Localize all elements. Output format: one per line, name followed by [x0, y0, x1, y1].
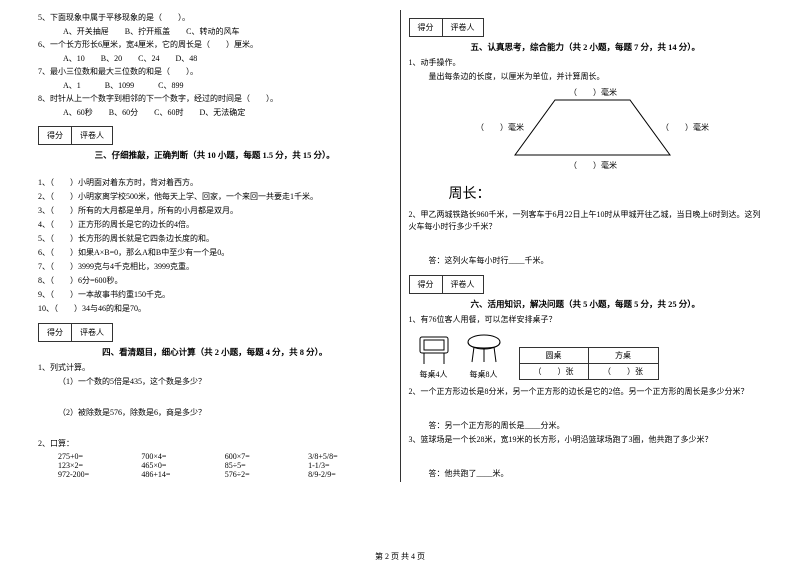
desk-table: 圆桌 方桌 （ ）张 （ ）张 [519, 347, 659, 380]
p1: 1、有76位客人用餐，可以怎样安排桌子？ [409, 314, 763, 326]
k1c: 600×7= [225, 452, 308, 461]
j4: 4、（ ）正方形的周长是它的边长的4倍。 [38, 219, 392, 231]
calc-row-1: 275+0= 700×4= 600×7= 3/8+5/8= [58, 452, 392, 461]
k3d: 8/9-2/9= [308, 470, 391, 479]
calc-row-2: 123×2= 465×0= 85÷5= 1-1/3= [58, 461, 392, 470]
score-l5: 得分 [409, 18, 443, 37]
q7-opts: A、1 B、1099 C、899 [38, 80, 392, 91]
td-round: （ ）张 [519, 364, 589, 380]
q5-opts: A、开关抽屉 B、拧开瓶盖 C、转动的风车 [38, 26, 392, 37]
j8: 8、（ ）6分=600秒。 [38, 275, 392, 287]
k1d: 3/8+5/8= [308, 452, 391, 461]
r1a: 量出每条边的长度，以厘米为单位，并计算周长。 [409, 71, 763, 83]
q7c: C、899 [158, 81, 183, 90]
q6c: C、24 [138, 54, 159, 63]
k2d: 1-1/3= [308, 461, 391, 470]
k1a: 275+0= [58, 452, 141, 461]
score-l: 得分 [38, 126, 72, 145]
section-4-title: 四、看清题目，细心计算（共 2 小题，每题 4 分，共 8 分）。 [38, 346, 392, 358]
desk-rd-label: 每桌8人 [464, 369, 504, 380]
q6b: B、20 [101, 54, 122, 63]
trap-left-label: （ ）毫米 [476, 122, 524, 132]
q5b: B、拧开瓶盖 [125, 27, 170, 36]
trapezoid-figure: （ ）毫米 （ ）毫米 （ ）毫米 （ ）毫米 [409, 85, 763, 177]
q5a: A、开关抽屉 [63, 27, 109, 36]
j5: 5、（ ）长方形的周长就是它四条边长度的和。 [38, 233, 392, 245]
section-6-title: 六、活用知识，解决问题（共 5 小题，每题 5 分，共 25 分）。 [409, 298, 763, 310]
trap-right-label: （ ）毫米 [661, 122, 709, 132]
c1a: （1）一个数的5倍是435，这个数是多少？ [38, 376, 392, 388]
trap-bottom-label: （ ）毫米 [569, 160, 617, 170]
p2: 2、一个正方形边长是8分米，另一个正方形的边长是它的2倍。另一个正方形的周长是多… [409, 386, 763, 398]
q7: 7、最小三位数和最大三位数的和是（ ）。 [38, 66, 392, 78]
q5c: C、转动的风车 [186, 27, 239, 36]
c1b: （2）被除数是576，除数是6，商是多少？ [38, 407, 392, 419]
q8c: C、60时 [154, 108, 183, 117]
round-desk-icon: 每桌8人 [464, 332, 504, 380]
score-box-4: 得分 评卷人 [38, 323, 392, 342]
td-square: （ ）张 [589, 364, 659, 380]
score-box-3: 得分 评卷人 [38, 126, 392, 145]
j3: 3、（ ）所有的大月都是单月，所有的小月都是双月。 [38, 205, 392, 217]
trap-top-label: （ ）毫米 [569, 87, 617, 97]
k3c: 576÷2= [225, 470, 308, 479]
page-footer: 第 2 页 共 4 页 [0, 551, 800, 562]
q6d: D、48 [175, 54, 197, 63]
q8b: B、60分 [109, 108, 138, 117]
section-3-title: 三、仔细推敲，正确判断（共 10 小题，每题 1.5 分，共 15 分）。 [38, 149, 392, 161]
q7b: B、1099 [105, 81, 134, 90]
score-r6: 评卷人 [443, 275, 484, 294]
r1: 1、动手操作。 [409, 57, 763, 69]
desk-area: 每桌4人 每桌8人 圆桌 方桌 （ ）张 （ [409, 332, 763, 380]
p3: 3、篮球场是一个长28米，宽19米的长方形，小明沿篮球场跑了3圈，他共跑了多少米… [409, 434, 763, 446]
j1: 1、（ ）小明面对着东方时，背对着西方。 [38, 177, 392, 189]
calc-row-3: 972-200= 486+14= 576÷2= 8/9-2/9= [58, 470, 392, 479]
score-box-5: 得分 评卷人 [409, 18, 763, 37]
j10: 10、（ ）34与46的和是70。 [38, 303, 392, 315]
score-l4: 得分 [38, 323, 72, 342]
j9: 9、（ ）一本故事书约重150千克。 [38, 289, 392, 301]
q6: 6、一个长方形长6厘米，宽4厘米，它的周长是（ ）厘米。 [38, 39, 392, 51]
j6: 6、（ ）如果A×B=0，那么A和B中至少有一个是0。 [38, 247, 392, 259]
q7a: A、1 [63, 81, 81, 90]
q8a: A、60秒 [63, 108, 93, 117]
q5: 5、下面现象中属于平移现象的是（ ）。 [38, 12, 392, 24]
score-box-6: 得分 评卷人 [409, 275, 763, 294]
score-r5: 评卷人 [443, 18, 484, 37]
q8d: D、无法确定 [199, 108, 245, 117]
k1b: 700×4= [141, 452, 224, 461]
k2b: 465×0= [141, 461, 224, 470]
score-r: 评卷人 [72, 126, 113, 145]
p2ans: 答：另一个正方形的周长是____分米。 [409, 420, 763, 432]
square-desk-icon: 每桌4人 [414, 332, 454, 380]
j2: 2、（ ）小明家离学校500米，他每天上学、回家，一个来回一共要走1千米。 [38, 191, 392, 203]
p3ans: 答：他共跑了____米。 [409, 468, 763, 480]
q8-opts: A、60秒 B、60分 C、60时 D、无法确定 [38, 107, 392, 118]
score-r4: 评卷人 [72, 323, 113, 342]
q8: 8、时针从上一个数字到相邻的下一个数字，经过的时间是（ ）。 [38, 93, 392, 105]
k2c: 85÷5= [225, 461, 308, 470]
q6a: A、10 [63, 54, 85, 63]
k3b: 486+14= [141, 470, 224, 479]
k3a: 972-200= [58, 470, 141, 479]
j7: 7、（ ）3999克与4千克相比，3999克重。 [38, 261, 392, 273]
r2ans: 答：这列火车每小时行____千米。 [409, 255, 763, 267]
c1: 1、列式计算。 [38, 362, 392, 374]
section-5-title: 五、认真思考，综合能力（共 2 小题，每题 7 分，共 14 分）。 [409, 41, 763, 53]
k2a: 123×2= [58, 461, 141, 470]
th-round: 圆桌 [519, 347, 589, 364]
c2: 2、口算： [38, 438, 392, 450]
score-l6: 得分 [409, 275, 443, 294]
th-square: 方桌 [589, 347, 659, 364]
perimeter-label: 周长： [449, 183, 763, 203]
desk-sq-label: 每桌4人 [414, 369, 454, 380]
r2: 2、甲乙两城铁路长960千米，一列客车于6月22日上午10时从甲城开往乙城，当日… [409, 209, 763, 233]
q6-opts: A、10 B、20 C、24 D、48 [38, 53, 392, 64]
